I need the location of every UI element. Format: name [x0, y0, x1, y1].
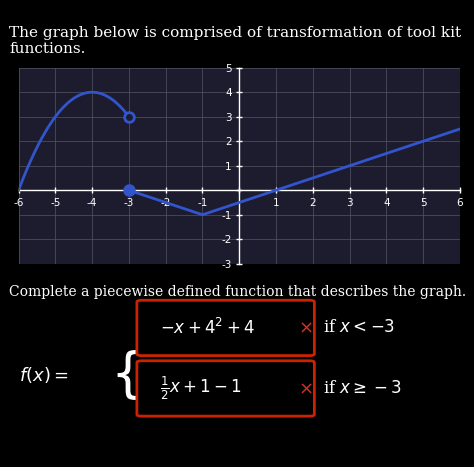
Text: $\{$: $\{$ [109, 347, 138, 402]
Text: $\times$: $\times$ [299, 319, 313, 337]
Text: $f(x) = $: $f(x) = $ [18, 365, 68, 385]
Text: Complete a piecewise defined function that describes the graph.: Complete a piecewise defined function th… [9, 285, 466, 299]
Text: $-x + 4^2 + 4$: $-x + 4^2 + 4$ [160, 318, 255, 338]
Text: $\frac{1}{2}x + 1 - 1$: $\frac{1}{2}x + 1 - 1$ [160, 375, 241, 402]
Text: if $x \geq -3$: if $x \geq -3$ [323, 380, 402, 397]
FancyBboxPatch shape [137, 361, 314, 416]
FancyBboxPatch shape [137, 300, 314, 355]
Text: if $x < -3$: if $x < -3$ [323, 319, 396, 336]
Text: $\times$: $\times$ [299, 380, 313, 397]
Text: The graph below is comprised of transformation of tool kit functions.: The graph below is comprised of transfor… [9, 26, 462, 56]
